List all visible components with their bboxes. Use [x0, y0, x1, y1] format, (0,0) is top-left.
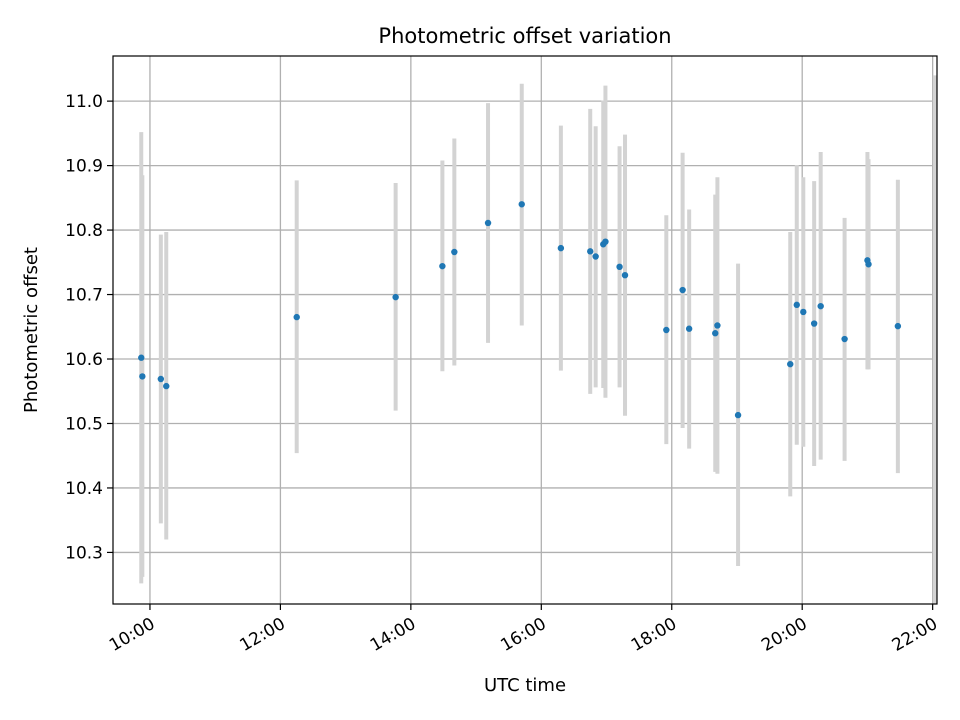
grid	[113, 56, 937, 604]
y-axis-title: Photometric offset	[21, 247, 42, 413]
y-tick-label: 10.3	[65, 543, 103, 563]
data-points	[138, 201, 902, 419]
data-point	[865, 261, 872, 268]
data-point	[392, 293, 399, 301]
data-point	[663, 326, 670, 334]
plot-area-frame	[112, 55, 938, 605]
data-point	[451, 248, 458, 256]
data-point	[787, 360, 794, 368]
data-point	[602, 238, 609, 245]
data-point	[592, 253, 599, 260]
y-tick-label: 11.0	[65, 92, 103, 112]
data-point	[138, 354, 145, 361]
data-point	[139, 373, 146, 380]
data-point	[734, 411, 742, 419]
data-point	[800, 308, 807, 316]
y-tick-label: 10.4	[65, 479, 103, 499]
data-point	[587, 248, 594, 255]
data-point	[557, 244, 565, 252]
data-point	[685, 325, 693, 332]
x-axis-title: UTC time	[484, 675, 566, 696]
data-point	[157, 375, 165, 383]
data-point	[293, 313, 300, 321]
data-point	[163, 382, 170, 390]
data-point	[894, 322, 902, 330]
data-point	[621, 272, 629, 279]
y-tick-label: 10.5	[65, 414, 103, 434]
data-point	[817, 302, 824, 310]
data-point	[679, 286, 686, 294]
y-tick-label: 10.6	[65, 350, 103, 370]
data-point	[518, 201, 525, 208]
data-point	[439, 262, 446, 270]
data-point	[616, 263, 623, 271]
y-tick-label: 10.7	[65, 286, 103, 306]
data-point	[712, 330, 719, 337]
data-point	[793, 301, 800, 309]
data-point	[841, 335, 848, 343]
data-point	[810, 320, 818, 327]
y-tick-label: 10.9	[65, 157, 103, 177]
data-point	[714, 322, 721, 329]
chart-title: Photometric offset variation	[378, 24, 671, 48]
y-tick-label: 10.8	[65, 221, 103, 241]
y-axis-ticks: 10.3 10.4 10.5 10.6 10.7 10.8 10.9 11.0	[65, 92, 113, 563]
data-point	[484, 219, 492, 227]
